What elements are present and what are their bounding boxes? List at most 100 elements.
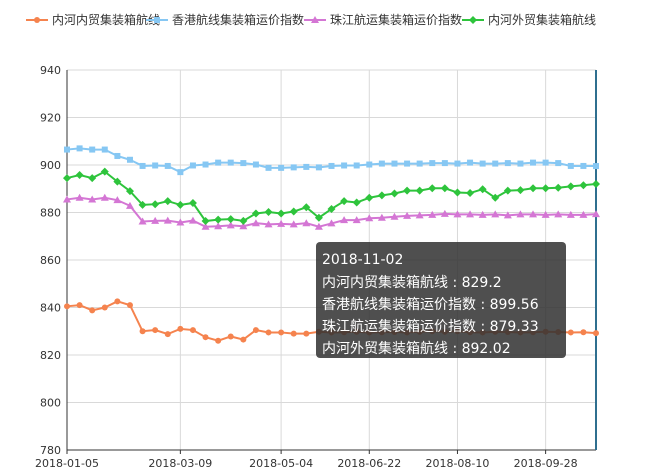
data-point bbox=[303, 330, 310, 337]
data-point bbox=[264, 208, 273, 217]
data-point bbox=[239, 216, 248, 225]
y-tick-label: 920 bbox=[40, 112, 61, 125]
data-point bbox=[516, 210, 525, 218]
data-point bbox=[75, 170, 84, 179]
data-point bbox=[240, 336, 247, 343]
data-point bbox=[566, 210, 575, 218]
data-point bbox=[264, 220, 273, 228]
data-point bbox=[289, 220, 298, 228]
data-point bbox=[240, 160, 247, 167]
data-point bbox=[202, 334, 209, 341]
data-point bbox=[125, 187, 134, 196]
y-tick-label: 860 bbox=[40, 254, 61, 267]
data-point bbox=[88, 174, 97, 183]
data-point bbox=[252, 161, 259, 168]
x-tick-label: 2018-01-05 bbox=[35, 457, 99, 470]
data-point bbox=[113, 177, 122, 186]
data-point bbox=[302, 219, 311, 227]
data-point bbox=[592, 210, 600, 218]
data-point bbox=[188, 216, 197, 224]
legend-label: 内河内贸集装箱航线 bbox=[52, 12, 160, 27]
data-point bbox=[75, 193, 84, 201]
data-point bbox=[76, 302, 83, 309]
y-tick-label: 780 bbox=[40, 444, 61, 457]
data-point bbox=[311, 16, 319, 23]
data-point bbox=[164, 162, 171, 169]
data-point bbox=[365, 193, 374, 202]
data-point bbox=[138, 200, 147, 209]
data-point bbox=[154, 17, 160, 23]
tooltip-line: 香港航线集装箱运价指数 : 899.56 bbox=[322, 296, 539, 313]
data-point bbox=[201, 222, 210, 230]
data-point bbox=[378, 160, 385, 167]
data-point bbox=[516, 186, 525, 195]
data-point bbox=[226, 221, 235, 229]
data-point bbox=[289, 207, 298, 216]
x-tick-label: 2018-06-22 bbox=[337, 457, 401, 470]
data-point bbox=[89, 307, 96, 314]
data-point bbox=[580, 162, 587, 169]
data-point bbox=[415, 186, 424, 195]
data-point bbox=[377, 213, 386, 221]
data-point bbox=[290, 330, 297, 337]
data-point bbox=[593, 163, 599, 170]
data-point bbox=[566, 182, 575, 191]
data-point bbox=[491, 210, 500, 218]
legend-item: 珠江航运集装箱运价指数 bbox=[304, 12, 462, 27]
data-point bbox=[215, 159, 222, 166]
data-point bbox=[504, 160, 511, 167]
data-point bbox=[251, 209, 260, 218]
data-point bbox=[314, 222, 323, 230]
data-point bbox=[579, 210, 588, 218]
series-line bbox=[66, 170, 597, 223]
data-point bbox=[403, 211, 412, 219]
data-point bbox=[541, 210, 550, 218]
data-point bbox=[163, 197, 172, 206]
data-point bbox=[139, 328, 146, 335]
data-point bbox=[555, 160, 562, 167]
data-point bbox=[340, 216, 349, 224]
data-point bbox=[188, 199, 197, 207]
data-point bbox=[303, 163, 310, 170]
data-point bbox=[440, 184, 449, 193]
data-point bbox=[176, 218, 185, 226]
data-point bbox=[352, 216, 361, 224]
data-point bbox=[227, 333, 234, 340]
data-point bbox=[265, 329, 272, 336]
data-point bbox=[390, 189, 399, 198]
series-3 bbox=[63, 193, 600, 230]
data-point bbox=[252, 327, 259, 334]
data-point bbox=[541, 184, 550, 193]
data-point bbox=[579, 181, 588, 190]
data-point bbox=[239, 222, 248, 230]
data-point bbox=[503, 211, 512, 219]
data-point bbox=[89, 146, 96, 153]
data-point bbox=[214, 215, 223, 224]
data-point bbox=[403, 186, 412, 195]
data-point bbox=[189, 327, 196, 334]
data-point bbox=[454, 160, 461, 167]
data-point bbox=[341, 162, 348, 169]
data-point bbox=[34, 17, 40, 23]
data-point bbox=[479, 160, 486, 167]
data-point bbox=[100, 193, 109, 201]
data-point bbox=[202, 161, 209, 168]
data-point bbox=[114, 298, 121, 305]
data-point bbox=[215, 337, 222, 344]
y-tick-label: 880 bbox=[40, 207, 61, 220]
data-point bbox=[151, 216, 160, 224]
x-tick-label: 2018-05-04 bbox=[249, 457, 313, 470]
data-point bbox=[554, 183, 563, 192]
data-point bbox=[492, 160, 499, 167]
data-point bbox=[63, 195, 71, 203]
legend: 内河内贸集装箱航线 香港航线集装箱运价指数 珠江航运集装箱运价指数 内河外贸集装箱航线 bbox=[26, 12, 596, 27]
data-point bbox=[101, 304, 108, 311]
data-point bbox=[63, 174, 71, 183]
data-point bbox=[542, 159, 549, 166]
x-tick-label: 2018-08-10 bbox=[425, 457, 489, 470]
data-point bbox=[365, 214, 374, 222]
series-2 bbox=[64, 145, 599, 176]
data-point bbox=[214, 222, 223, 230]
data-point bbox=[126, 156, 133, 163]
data-point bbox=[314, 213, 323, 222]
